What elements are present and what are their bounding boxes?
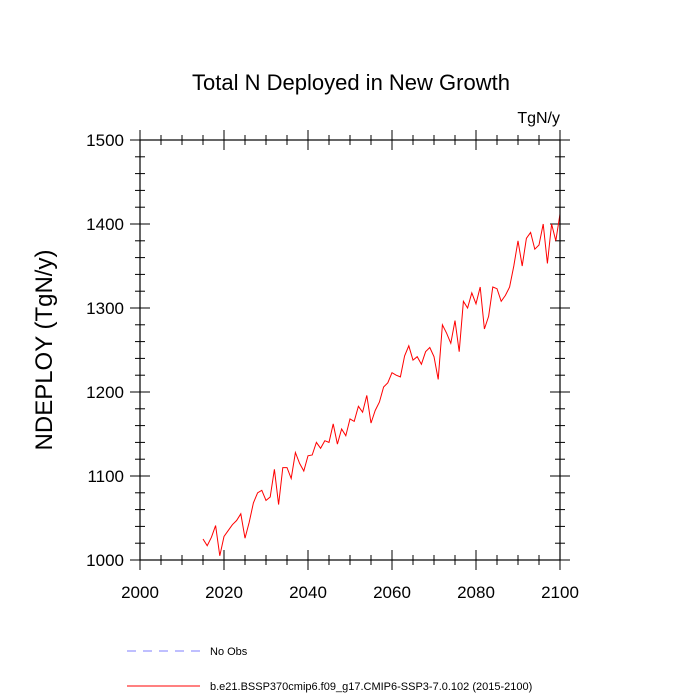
y-tick-label: 1100: [87, 467, 124, 486]
chart-title: Total N Deployed in New Growth: [192, 70, 510, 95]
x-tick-label: 2080: [457, 583, 495, 602]
plot-frame: [139, 139, 561, 561]
y-tick-label: 1200: [86, 383, 124, 402]
y-tick-label: 1400: [86, 215, 124, 234]
x-tick-label: 2040: [289, 583, 327, 602]
legend-label-obs: No Obs: [210, 646, 248, 658]
series-line: [202, 213, 561, 556]
tick-labels: 2000 2020 2040 2060 2080 2100 1000 1100 1200 1300…: [86, 131, 579, 602]
x-tick-label: 2060: [373, 583, 411, 602]
legend-label-run: b.e21.BSSP370cmip6.f09_g17.CMIP6-SSP3-7.…: [210, 681, 532, 693]
x-tick-label: 2100: [541, 583, 579, 602]
y-axis-label: NDEPLOY (TgN/y): [31, 250, 58, 451]
y-tick-label: 1500: [86, 131, 124, 150]
y-tick-label: 1000: [86, 551, 124, 570]
series-group: [202, 213, 561, 556]
legend: No Obs b.e21.BSSP370cmip6.f09_g17.CMIP6-…: [127, 646, 532, 693]
axis-ticks: [130, 130, 570, 570]
y-tick-label: 1300: [86, 299, 124, 318]
x-tick-label: 2020: [205, 583, 243, 602]
x-tick-label: 2000: [121, 583, 159, 602]
units-label: TgN/y: [517, 110, 560, 127]
